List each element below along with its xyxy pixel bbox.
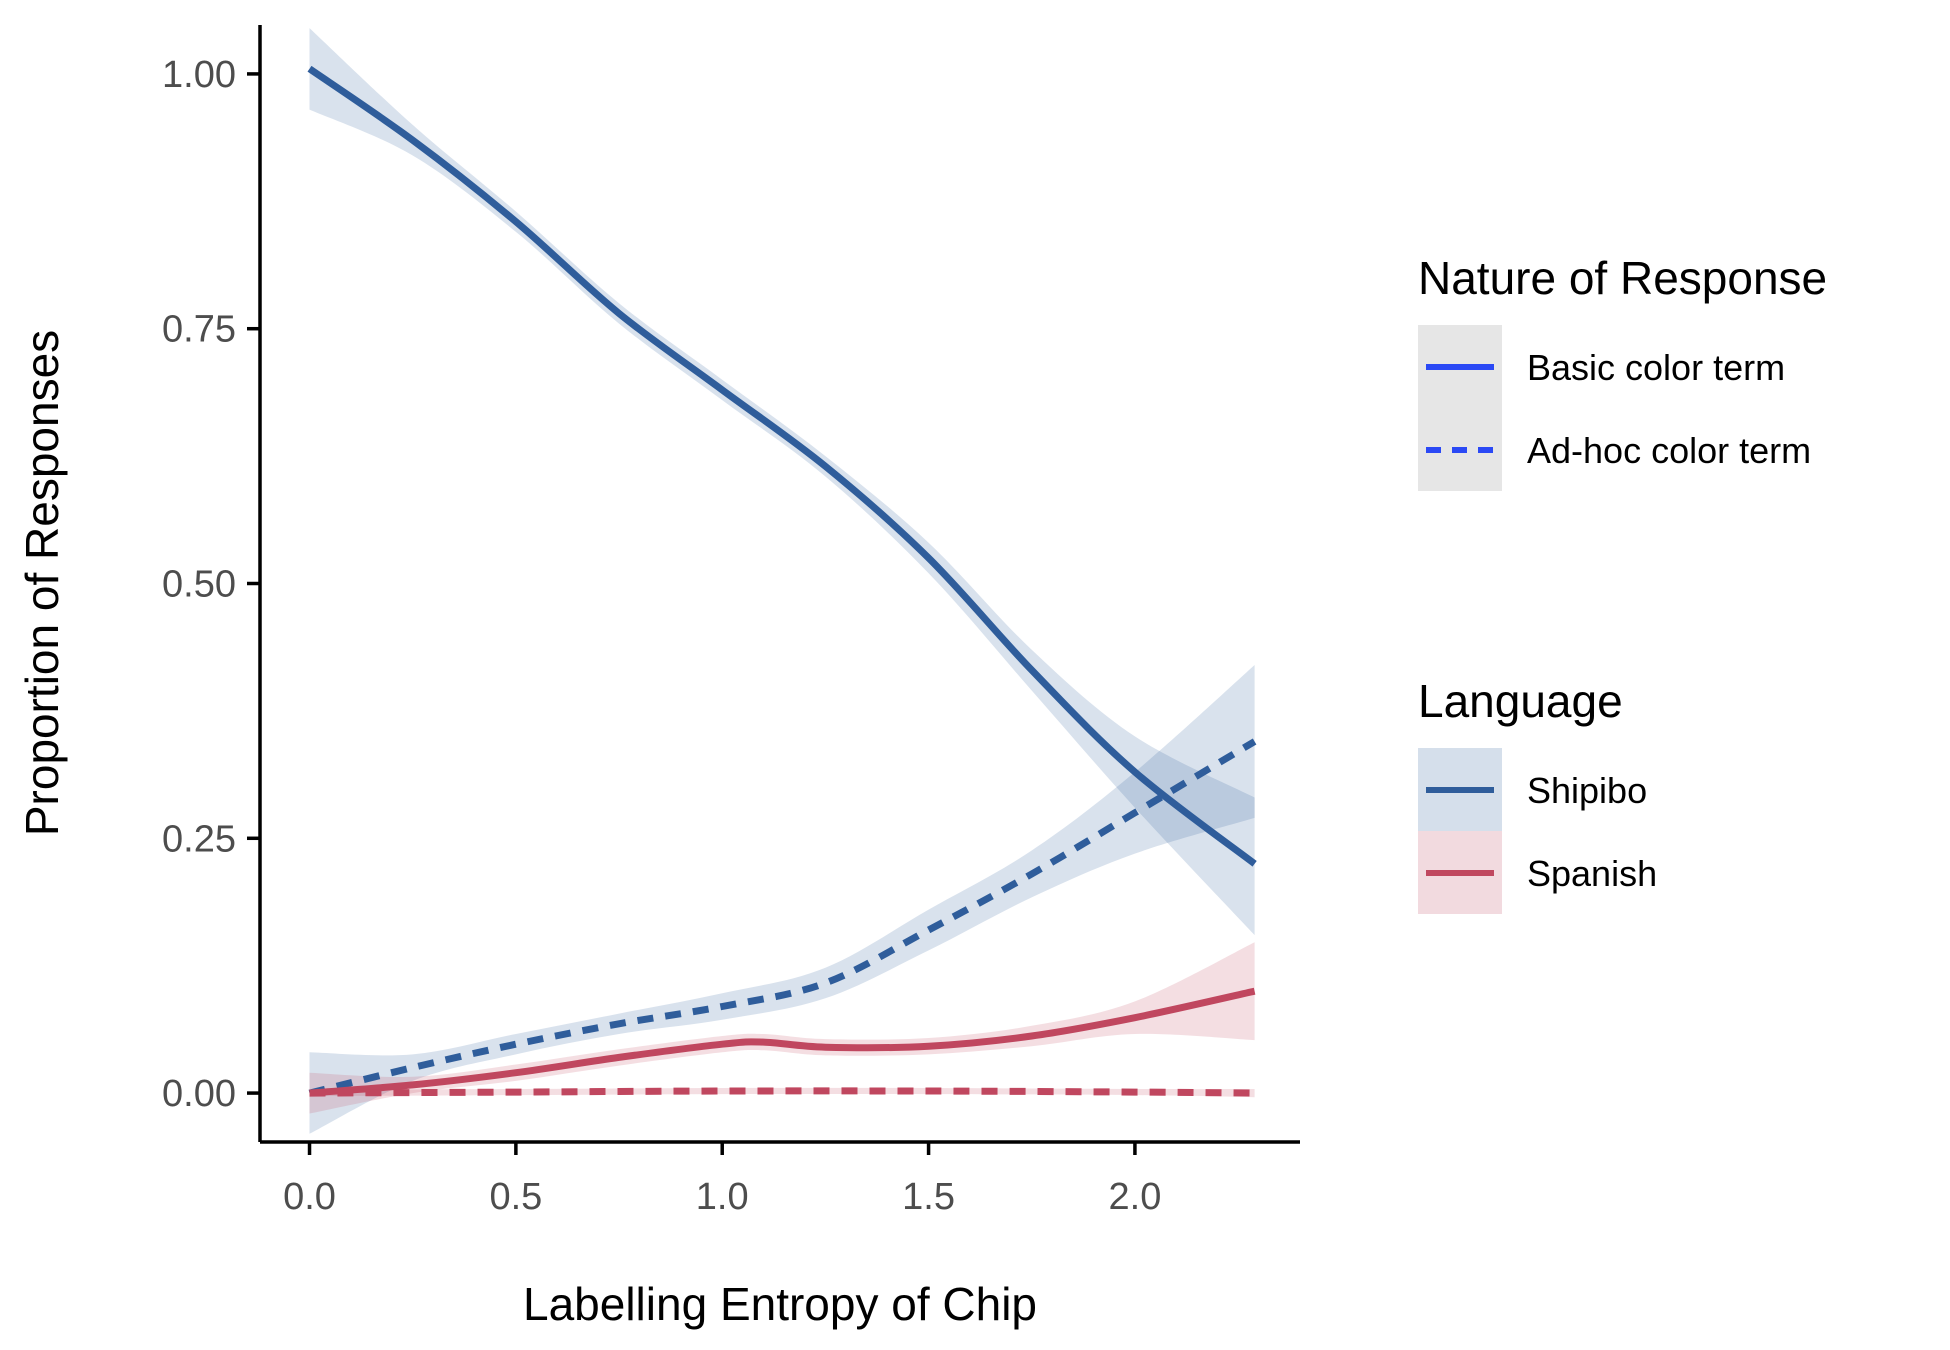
line-shipibo-basic-color-term [307,65,1257,867]
legend-label-adhoc: Ad-hoc color term [1527,430,1811,471]
legend-title-language: Language [1418,675,1623,727]
line-spanish-basic-color-term [309,987,1256,1097]
x-tick-label: 1.5 [902,1176,955,1218]
line-shipibo-ad-hoc-color-term [308,738,1257,1097]
x-tick-label: 0.5 [489,1176,542,1218]
x-axis-ticks: 0.0 0.5 1.0 1.5 2.0 [283,1142,1161,1218]
legend-title-nature: Nature of Response [1418,252,1827,304]
y-tick-label: 0.25 [162,818,236,860]
x-tick-label: 0.0 [283,1176,336,1218]
legend-label-shipibo: Shipibo [1527,770,1647,811]
band-shipibo-basic-color-term [309,28,1255,936]
x-tick-label: 1.0 [696,1176,749,1218]
legend-language: Language Shipibo Spanish [1418,675,1657,914]
y-axis-ticks: 0.00 0.25 0.50 0.75 1.00 [162,54,260,1115]
x-axis-title: Labelling Entropy of Chip [523,1278,1037,1330]
legend-label-spanish: Spanish [1527,853,1657,894]
y-tick-label: 1.00 [162,54,236,96]
x-tick-label: 2.0 [1109,1176,1162,1218]
y-tick-label: 0.75 [162,309,236,351]
legend-nature-of-response: Nature of Response Basic color term Ad-h… [1418,252,1827,491]
band-spanish-basic-color-term [309,942,1255,1114]
confidence-bands [309,28,1255,1134]
y-tick-label: 0.50 [162,564,236,606]
series-lines [307,65,1257,1097]
legend-label-basic: Basic color term [1527,347,1785,388]
y-tick-label: 0.00 [162,1073,236,1115]
line-spanish-ad-hoc-color-term [309,1087,1255,1097]
y-axis-title: Proportion of Responses [16,330,68,836]
